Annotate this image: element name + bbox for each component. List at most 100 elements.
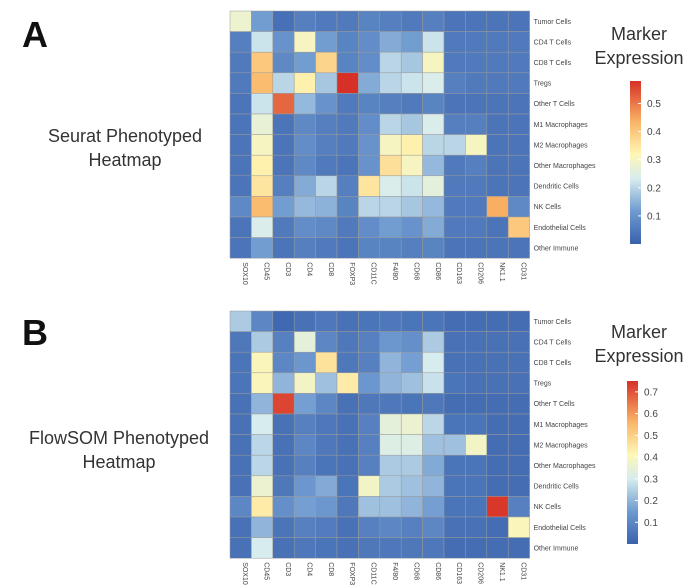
column-label: CD163 bbox=[455, 262, 462, 284]
heatmap-cell bbox=[422, 537, 445, 559]
heatmap-cell bbox=[358, 372, 381, 394]
heatmap-cell bbox=[229, 93, 252, 115]
panel-a-title-line1: Seurat Phenotyped bbox=[47, 126, 203, 146]
heatmap-cell bbox=[400, 496, 423, 518]
heatmap-cell bbox=[379, 154, 402, 177]
heatmap-cell bbox=[251, 216, 274, 238]
heatmap-cell bbox=[358, 496, 381, 518]
heatmap-cell bbox=[251, 93, 274, 115]
heatmap-cell bbox=[358, 351, 381, 374]
heatmap-cell bbox=[443, 475, 466, 497]
heatmap-cell bbox=[486, 454, 509, 477]
heatmap-cell bbox=[336, 93, 359, 115]
heatmap-cell bbox=[507, 154, 530, 177]
heatmap-cell bbox=[293, 393, 316, 415]
heatmap-cell bbox=[379, 93, 402, 115]
heatmap-cell bbox=[443, 537, 466, 559]
heatmap-cell bbox=[379, 113, 402, 135]
heatmap-cell bbox=[272, 516, 295, 538]
heatmap-cell bbox=[486, 516, 509, 538]
heatmap-cell bbox=[443, 496, 466, 518]
panel-b-letter: B bbox=[22, 312, 48, 353]
heatmap-cell bbox=[465, 310, 488, 332]
heatmap-cell bbox=[229, 134, 252, 156]
heatmap-cell bbox=[507, 537, 530, 559]
heatmap-cell bbox=[358, 113, 381, 135]
heatmap-cell bbox=[507, 216, 530, 238]
heatmap-cell bbox=[358, 310, 381, 332]
heatmap-cell bbox=[315, 93, 338, 115]
column-label: FOXP3 bbox=[348, 562, 355, 585]
colorbar-tick-label: 0.7 bbox=[644, 387, 658, 398]
heatmap-cell bbox=[486, 51, 509, 74]
heatmap-cell bbox=[336, 51, 359, 74]
heatmap-cell bbox=[251, 72, 274, 94]
heatmap-cell bbox=[400, 175, 423, 197]
colorbar-tick-label: 0.3 bbox=[644, 474, 658, 485]
heatmap-cell bbox=[507, 10, 530, 32]
heatmap-cell bbox=[229, 72, 252, 94]
heatmap-cell bbox=[272, 454, 295, 477]
heatmap-cell bbox=[251, 351, 274, 374]
heatmap-cell bbox=[229, 393, 252, 415]
row-label: M2 Macrophages bbox=[534, 142, 589, 149]
heatmap-cell bbox=[486, 475, 509, 497]
heatmap-cell bbox=[507, 310, 530, 332]
heatmap-cell bbox=[379, 216, 402, 238]
column-label: CD11C bbox=[370, 262, 377, 284]
heatmap-cell bbox=[251, 475, 274, 497]
panel-b-title-line1: FlowSOM Phenotyped bbox=[28, 428, 210, 448]
row-label: CD8 T Cells bbox=[534, 360, 572, 367]
heatmap-cell bbox=[486, 310, 509, 332]
heatmap-cell bbox=[293, 216, 316, 238]
heatmap-cell bbox=[507, 237, 530, 259]
heatmap-cell bbox=[379, 475, 402, 497]
heatmap-cell bbox=[379, 516, 402, 538]
heatmap-cell bbox=[400, 31, 423, 53]
colorbar-tick-label: 0.4 bbox=[647, 127, 661, 138]
column-label: CD206 bbox=[477, 262, 484, 284]
heatmap-cell bbox=[379, 496, 402, 518]
heatmap-cell bbox=[272, 496, 295, 518]
column-label: F4/80 bbox=[391, 562, 398, 580]
colorbar bbox=[627, 381, 638, 544]
heatmap-cell bbox=[465, 93, 488, 115]
panel-a-legend-title-line1: Marker bbox=[610, 24, 667, 44]
heatmap-cell bbox=[229, 372, 252, 394]
heatmap-cell bbox=[422, 413, 445, 435]
heatmap-cell bbox=[465, 113, 488, 135]
row-label: Other T Cells bbox=[534, 401, 575, 408]
heatmap-cell bbox=[336, 175, 359, 197]
heatmap-cell bbox=[443, 10, 466, 32]
heatmap-cell bbox=[358, 237, 381, 259]
heatmap-cell bbox=[422, 393, 445, 415]
heatmap-cell bbox=[443, 175, 466, 197]
column-label: CD4 bbox=[305, 262, 312, 276]
heatmap-cell bbox=[379, 413, 402, 435]
heatmap-cell bbox=[315, 454, 338, 477]
heatmap-cell bbox=[229, 516, 252, 538]
heatmap-cell bbox=[465, 134, 488, 156]
colorbar-tick-label: 0.2 bbox=[644, 496, 658, 507]
heatmap-cell bbox=[379, 310, 402, 332]
heatmap-cell bbox=[465, 393, 488, 415]
column-label: CD163 bbox=[455, 562, 462, 584]
heatmap-cell bbox=[465, 31, 488, 53]
heatmap-cell bbox=[400, 393, 423, 415]
heatmap-cell bbox=[422, 331, 445, 353]
row-label: Tumor Cells bbox=[534, 19, 572, 26]
heatmap-cell bbox=[251, 454, 274, 477]
heatmap-cell bbox=[443, 216, 466, 238]
heatmap-cell bbox=[379, 10, 402, 32]
heatmap-cell bbox=[486, 351, 509, 374]
heatmap-cell bbox=[251, 310, 274, 332]
heatmap-cell bbox=[336, 496, 359, 518]
row-label: CD4 T Cells bbox=[534, 339, 572, 346]
heatmap-cell bbox=[293, 175, 316, 197]
heatmap-cell bbox=[443, 454, 466, 477]
heatmap-cell bbox=[358, 434, 381, 456]
heatmap-cell bbox=[251, 496, 274, 518]
column-label: CD4 bbox=[305, 562, 312, 576]
heatmap-cell bbox=[336, 216, 359, 238]
heatmap-cell bbox=[422, 175, 445, 197]
